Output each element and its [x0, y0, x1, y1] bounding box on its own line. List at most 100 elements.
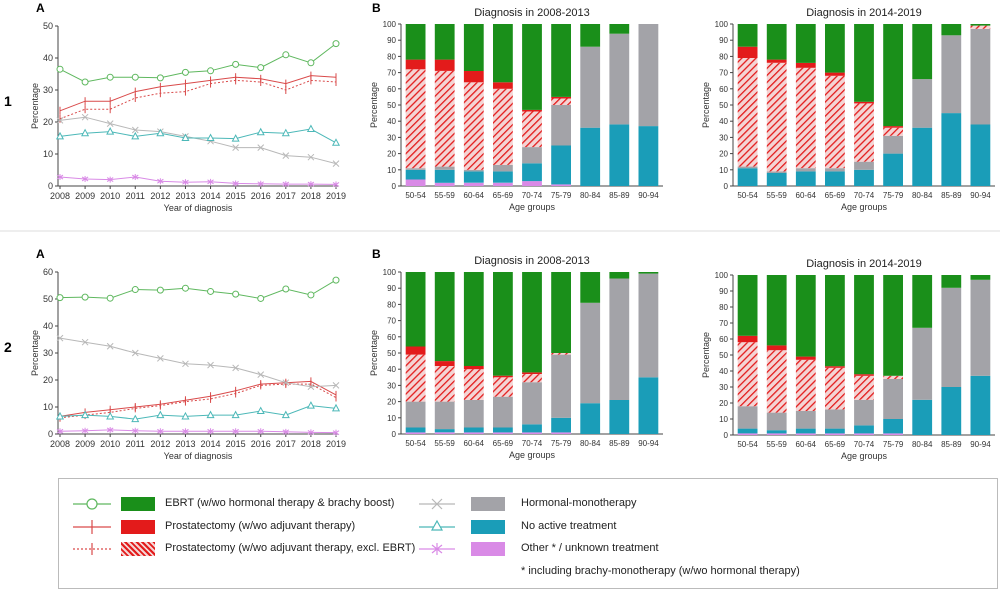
- bar-segment-prostatectomy_excl: [766, 350, 787, 413]
- bar-segment-no_active: [737, 428, 758, 434]
- y-tick-label: 40: [719, 117, 728, 126]
- data-point-ebrt: [282, 51, 290, 59]
- legend-label-other: Other * / unknown treatment: [521, 542, 659, 554]
- bar-segment-other: [463, 432, 484, 434]
- data-point-other: [257, 428, 265, 435]
- data-point-other: [282, 181, 290, 188]
- bar-segment-no_active: [883, 153, 903, 186]
- y-axis-label: Percentage: [30, 330, 40, 376]
- data-point-no_active: [256, 127, 265, 136]
- x-tick-label: 65-69: [493, 191, 514, 200]
- y-tick-label: 90: [719, 287, 728, 296]
- bar-segment-no_active: [941, 387, 962, 435]
- bar-segment-prostatectomy_excl: [405, 69, 426, 169]
- legend-label-ebrt: EBRT (w/wo hormonal therapy & brachy boo…: [165, 497, 395, 509]
- bar-segment-no_active: [405, 169, 426, 180]
- bar-segment-ebrt: [405, 272, 426, 347]
- bar-segment-prostatectomy: [405, 59, 426, 70]
- data-point-no_active: [231, 410, 240, 419]
- bar-segment-no_active: [941, 113, 962, 186]
- data-point-hormonal: [232, 144, 239, 151]
- bar-segment-hormonal: [883, 135, 903, 154]
- bar-segment-prostatectomy_excl: [883, 375, 903, 379]
- bar-segment-ebrt: [580, 24, 601, 47]
- chart-title: Diagnosis in 2014-2019: [806, 258, 922, 270]
- bar-segment-hormonal: [551, 354, 571, 418]
- y-tick-label: 50: [387, 349, 396, 358]
- x-tick-label: 2018: [301, 191, 321, 201]
- bar-segment-prostatectomy: [854, 374, 874, 376]
- x-tick-label: 85-89: [609, 191, 630, 200]
- legend-label-hormonal: Hormonal-monotherapy: [521, 497, 637, 509]
- bar-segment-prostatectomy_excl: [463, 82, 484, 170]
- bar-segment-ebrt: [493, 272, 513, 376]
- series-line-no_active: [59, 405, 337, 420]
- y-tick-label: 70: [387, 317, 396, 326]
- data-point-no_active: [81, 410, 90, 419]
- legend-swatch-prostatectomy-excl: [121, 542, 155, 556]
- legend-label-prostatectomy-excl: Prostatectomy (w/wo adjuvant therapy, ex…: [165, 542, 416, 554]
- y-tick-label: 0: [392, 182, 397, 191]
- plus-icon: [73, 520, 111, 534]
- bar-segment-prostatectomy_excl: [463, 369, 484, 400]
- x-tick-label: 65-69: [825, 440, 846, 449]
- legend: EBRT (w/wo hormonal therapy & brachy boo…: [58, 478, 998, 589]
- bar-segment-prostatectomy_excl: [522, 111, 542, 148]
- chart-title: Diagnosis in 2008-2013: [474, 7, 590, 19]
- bar-segment-no_active: [551, 417, 571, 433]
- data-point-no_active: [181, 411, 190, 420]
- y-tick-label: 20: [719, 150, 728, 159]
- bar-segment-prostatectomy: [883, 126, 903, 128]
- legend-line-markers: [73, 498, 111, 555]
- x-tick-label: 2009: [75, 191, 95, 201]
- row1-line: 0 10 20 30 40 50 2008 2009 2010 2011 2012 2013 2014 2…: [30, 21, 346, 213]
- bar-segment-prostatectomy_excl: [522, 374, 542, 383]
- bar-segment-hormonal: [941, 287, 962, 387]
- bar-segment-no_active: [638, 126, 659, 186]
- bar-segment-other: [551, 432, 571, 434]
- x-tick-label: 80-84: [912, 191, 933, 200]
- bar-segment-hormonal: [580, 46, 601, 128]
- bar-segment-hormonal: [609, 33, 630, 125]
- x-axis-label: Year of diagnosis: [164, 451, 233, 461]
- data-point-no_active: [156, 410, 165, 419]
- bar-segment-prostatectomy_excl: [493, 377, 513, 397]
- y-tick-label: 30: [43, 85, 53, 95]
- x-tick-label: 70-74: [522, 439, 543, 448]
- x-tick-label: 60-64: [464, 191, 485, 200]
- bar-segment-prostatectomy: [405, 346, 426, 355]
- data-point-no_active: [131, 414, 140, 423]
- data-point-hormonal: [81, 113, 89, 121]
- x-tick-label: 90-94: [970, 191, 991, 200]
- bar-segment-other: [493, 432, 513, 434]
- y-axis-label: Percentage: [701, 332, 711, 378]
- bar-segment-other: [737, 433, 758, 435]
- bar-segment-hormonal: [912, 327, 933, 400]
- bar-segment-prostatectomy: [551, 96, 571, 99]
- row-label-1: 1: [4, 93, 12, 109]
- bar-segment-no_active: [463, 171, 484, 183]
- legend-swatch-other: [471, 542, 505, 556]
- series-line-other: [59, 429, 337, 434]
- data-point-ebrt: [106, 73, 114, 81]
- data-point-no_active: [281, 128, 290, 137]
- y-tick-label: 80: [719, 52, 728, 61]
- x-tick-label: 85-89: [609, 439, 630, 448]
- data-point-other: [207, 178, 214, 185]
- y-axis-label: Percentage: [30, 83, 40, 129]
- bar-segment-prostatectomy_excl: [551, 98, 571, 105]
- row-label-2: 2: [4, 339, 12, 355]
- data-point-hormonal: [332, 382, 340, 389]
- data-point-no_active: [331, 403, 341, 412]
- y-tick-label: 40: [43, 53, 53, 63]
- dotted-plus-icon: [73, 543, 111, 555]
- x-tick-label: 2016: [251, 191, 271, 201]
- bar-segment-no_active: [580, 403, 601, 434]
- data-point-hormonal: [307, 383, 315, 391]
- data-point-ebrt: [332, 276, 340, 284]
- data-point-hormonal: [157, 355, 164, 362]
- data-point-hormonal: [332, 160, 340, 167]
- bar-segment-ebrt: [580, 272, 601, 303]
- x-tick-label: 80-84: [580, 191, 601, 200]
- legend-footnote: * including brachy-monotherapy (w/wo hor…: [521, 565, 800, 577]
